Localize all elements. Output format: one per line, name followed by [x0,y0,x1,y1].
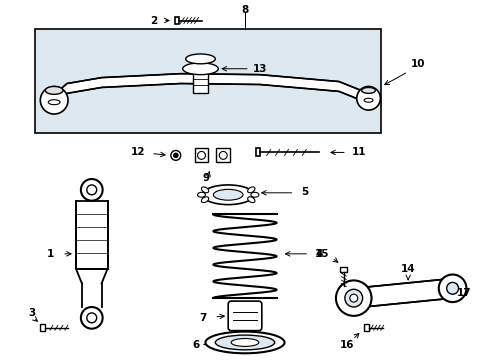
Text: 12: 12 [131,148,145,157]
Text: 11: 11 [351,148,365,157]
Ellipse shape [202,185,253,204]
Polygon shape [353,278,452,308]
Circle shape [87,185,97,195]
Ellipse shape [250,192,258,197]
Bar [35,30,381,133]
Circle shape [349,294,357,302]
Text: 5: 5 [300,187,307,197]
Text: 15: 15 [314,249,329,259]
Bar [216,148,230,162]
Bar [194,148,208,162]
Ellipse shape [361,87,375,93]
Ellipse shape [213,189,243,200]
Text: 6: 6 [192,341,199,350]
Text: 3: 3 [29,308,36,318]
Circle shape [219,152,227,159]
Circle shape [335,280,371,316]
PathPatch shape [52,74,368,106]
Circle shape [87,313,97,323]
Text: 16: 16 [339,341,353,350]
Ellipse shape [247,197,254,203]
Text: 10: 10 [410,59,425,69]
Circle shape [41,86,68,114]
Circle shape [197,152,205,159]
Ellipse shape [215,335,274,350]
Text: 4: 4 [315,249,322,259]
Text: 7: 7 [199,313,206,323]
FancyBboxPatch shape [228,301,261,330]
Text: 13: 13 [222,64,266,74]
Bar [76,201,107,269]
Ellipse shape [185,54,215,64]
Ellipse shape [231,338,258,346]
Ellipse shape [364,98,372,102]
Ellipse shape [183,63,218,75]
Circle shape [438,275,466,302]
Ellipse shape [201,187,208,193]
Text: 1: 1 [46,249,54,259]
Ellipse shape [247,187,254,193]
Bar [81,283,102,307]
Ellipse shape [48,100,60,105]
Text: 14: 14 [400,264,415,274]
Circle shape [81,307,102,329]
Circle shape [344,289,362,307]
Text: 17: 17 [456,288,471,298]
Text: 2: 2 [150,15,157,26]
Polygon shape [174,17,179,24]
Text: 9: 9 [203,173,209,183]
Text: 8: 8 [241,5,248,15]
Ellipse shape [205,332,284,353]
Polygon shape [363,324,368,331]
Circle shape [81,179,102,201]
Polygon shape [340,267,346,271]
Circle shape [446,282,458,294]
Ellipse shape [201,197,208,203]
Polygon shape [41,324,45,331]
Circle shape [173,153,178,158]
Bar [192,69,208,93]
Ellipse shape [45,86,63,94]
Ellipse shape [197,192,205,197]
Polygon shape [255,148,259,156]
Circle shape [356,86,380,110]
Circle shape [170,150,181,160]
